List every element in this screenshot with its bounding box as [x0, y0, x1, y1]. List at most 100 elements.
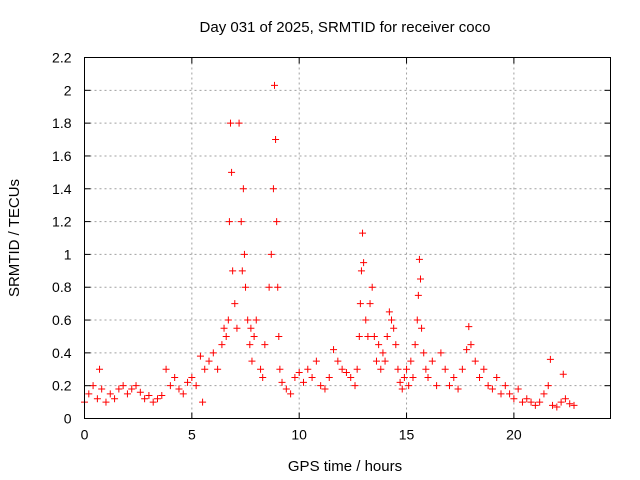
data-point: [158, 392, 166, 400]
data-point: [433, 382, 441, 390]
data-point: [465, 323, 473, 331]
y-tick-label: 0.6: [52, 312, 72, 328]
data-point: [398, 385, 406, 393]
data-point: [559, 370, 567, 378]
y-tick-label: 0.4: [52, 345, 72, 361]
data-point: [553, 403, 561, 411]
data-point: [471, 357, 479, 365]
y-tick-label: 0.2: [52, 378, 72, 394]
data-point: [396, 378, 404, 386]
data-point: [308, 373, 316, 381]
data-point: [518, 398, 526, 406]
data-point: [523, 395, 531, 403]
data-point: [437, 349, 445, 357]
data-point: [546, 355, 554, 363]
data-point: [536, 398, 544, 406]
data-point: [372, 357, 380, 365]
data-point: [246, 341, 254, 349]
x-tick-label: 0: [81, 427, 89, 443]
data-point: [106, 390, 114, 398]
data-point: [132, 382, 140, 390]
data-point: [531, 401, 539, 409]
data-point: [128, 385, 136, 393]
data-point: [480, 365, 488, 373]
data-point: [441, 365, 449, 373]
data-point: [360, 259, 368, 267]
data-point: [514, 385, 522, 393]
data-point: [96, 365, 104, 373]
data-point: [493, 373, 501, 381]
data-point: [400, 373, 408, 381]
data-point: [357, 267, 365, 275]
data-point: [342, 369, 350, 377]
data-point: [259, 373, 267, 381]
data-point: [355, 332, 363, 340]
data-point: [484, 382, 492, 390]
y-tick-label: 2.2: [52, 50, 72, 66]
data-point: [561, 395, 569, 403]
data-point: [188, 373, 196, 381]
data-point: [123, 390, 131, 398]
data-point: [330, 346, 338, 354]
data-point: [388, 316, 396, 324]
data-point: [272, 136, 280, 144]
data-point: [242, 283, 250, 291]
data-point: [252, 316, 260, 324]
data-point: [418, 324, 426, 332]
data-point: [240, 250, 248, 258]
data-point: [415, 255, 423, 263]
data-point: [351, 382, 359, 390]
y-tick-label: 1.4: [52, 181, 72, 197]
x-tick-label: 15: [399, 427, 415, 443]
data-point: [275, 332, 283, 340]
data-point: [209, 349, 217, 357]
data-point: [271, 81, 279, 89]
data-point: [237, 218, 245, 226]
data-point: [295, 369, 303, 377]
data-point: [248, 357, 256, 365]
data-point: [420, 349, 428, 357]
data-point: [570, 401, 578, 409]
data-point: [379, 349, 387, 357]
data-point: [325, 373, 333, 381]
data-point: [488, 385, 496, 393]
data-point: [366, 300, 374, 308]
data-point: [115, 385, 123, 393]
data-point: [205, 357, 213, 365]
data-point: [540, 390, 548, 398]
data-point: [566, 400, 574, 408]
x-axis-title: GPS time / hours: [288, 458, 402, 475]
x-tick-label: 10: [291, 427, 307, 443]
data-point: [102, 398, 110, 406]
data-point: [220, 324, 228, 332]
data-point: [413, 316, 421, 324]
data-point: [226, 119, 234, 127]
data-point: [304, 365, 312, 373]
data-point: [416, 275, 424, 283]
data-point: [409, 373, 417, 381]
data-point: [385, 308, 393, 316]
data-point: [291, 373, 299, 381]
data-point: [228, 168, 236, 176]
data-point: [218, 341, 226, 349]
data-point: [274, 283, 282, 291]
data-point: [321, 385, 329, 393]
data-point: [392, 341, 400, 349]
data-point: [171, 373, 179, 381]
data-point: [394, 365, 402, 373]
data-point: [235, 119, 243, 127]
data-point: [196, 352, 204, 360]
data-point: [414, 291, 422, 299]
data-point: [282, 385, 290, 393]
data-point: [273, 218, 281, 226]
data-point: [368, 283, 376, 291]
data-point: [312, 357, 320, 365]
data-point: [136, 388, 144, 396]
data-point: [265, 283, 273, 291]
y-tick-label: 1.2: [52, 214, 72, 230]
data-point: [222, 332, 230, 340]
data-point: [98, 385, 106, 393]
y-tick-label: 1: [64, 246, 72, 262]
data-point: [407, 357, 415, 365]
